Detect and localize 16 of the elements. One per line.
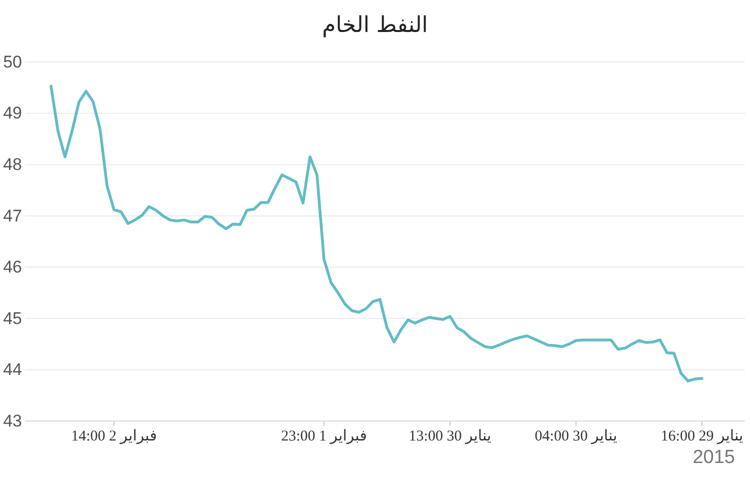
x-tick-label: 04:00 30 يناير: [534, 428, 618, 445]
y-tick-label: 44: [3, 360, 22, 380]
x-tick-label: 13:00 30 يناير: [408, 428, 492, 445]
y-tick-label: 49: [3, 104, 22, 123]
y-tick-label: 47: [3, 206, 22, 226]
x-tick-label: 14:00 2 فبراير: [71, 428, 157, 445]
y-tick-label: 48: [3, 155, 22, 174]
y-tick-label: 50: [3, 52, 22, 72]
chart-title: النفط الخام: [322, 13, 428, 38]
y-tick-label: 43: [3, 411, 22, 430]
x-tick-label: 16:00 29 يناير: [660, 428, 744, 445]
x-tick-label: 23:00 1 فبراير: [281, 428, 367, 445]
y-tick-label: 46: [3, 258, 22, 277]
x-axis-title: 2015: [692, 447, 735, 468]
y-tick-label: 45: [3, 308, 22, 328]
line-series: [50, 84, 704, 382]
